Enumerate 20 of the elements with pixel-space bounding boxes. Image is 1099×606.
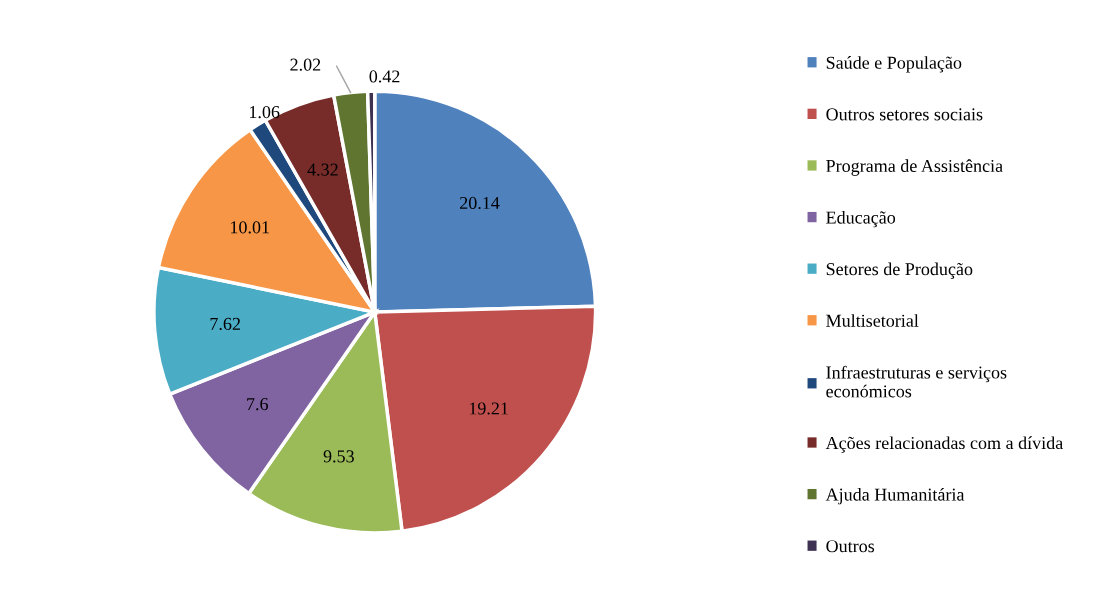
legend-label: Educação xyxy=(826,210,896,228)
legend-label: Infraestruturas e serviços económicos xyxy=(826,365,1007,398)
data-label: 7.62 xyxy=(210,317,240,330)
data-label: 0.42 xyxy=(369,70,400,83)
data-label: 7.6 xyxy=(247,398,269,411)
legend-label: Programa de Assistência xyxy=(826,159,1003,176)
data-label: 19.21 xyxy=(469,402,508,415)
data-label: 1.06 xyxy=(249,105,280,119)
data-label: 20.14 xyxy=(460,196,500,210)
legend-label: Multisetorial xyxy=(826,314,919,327)
data-label: 9.53 xyxy=(323,450,354,463)
legend-label: Ajuda Humanitária xyxy=(825,487,965,505)
data-label: 10.01 xyxy=(231,221,269,234)
data-label: 2.02 xyxy=(290,58,321,71)
legend-label: Outros xyxy=(826,540,875,553)
data-label: 4.32 xyxy=(307,163,338,176)
legend-label: Ações relacionadas com a dívida xyxy=(825,436,1063,453)
legend-label: Setores de Produção xyxy=(826,262,973,279)
legend-label: Saúde e População xyxy=(826,56,962,73)
legend-label: Outros setores sociais xyxy=(826,108,983,121)
